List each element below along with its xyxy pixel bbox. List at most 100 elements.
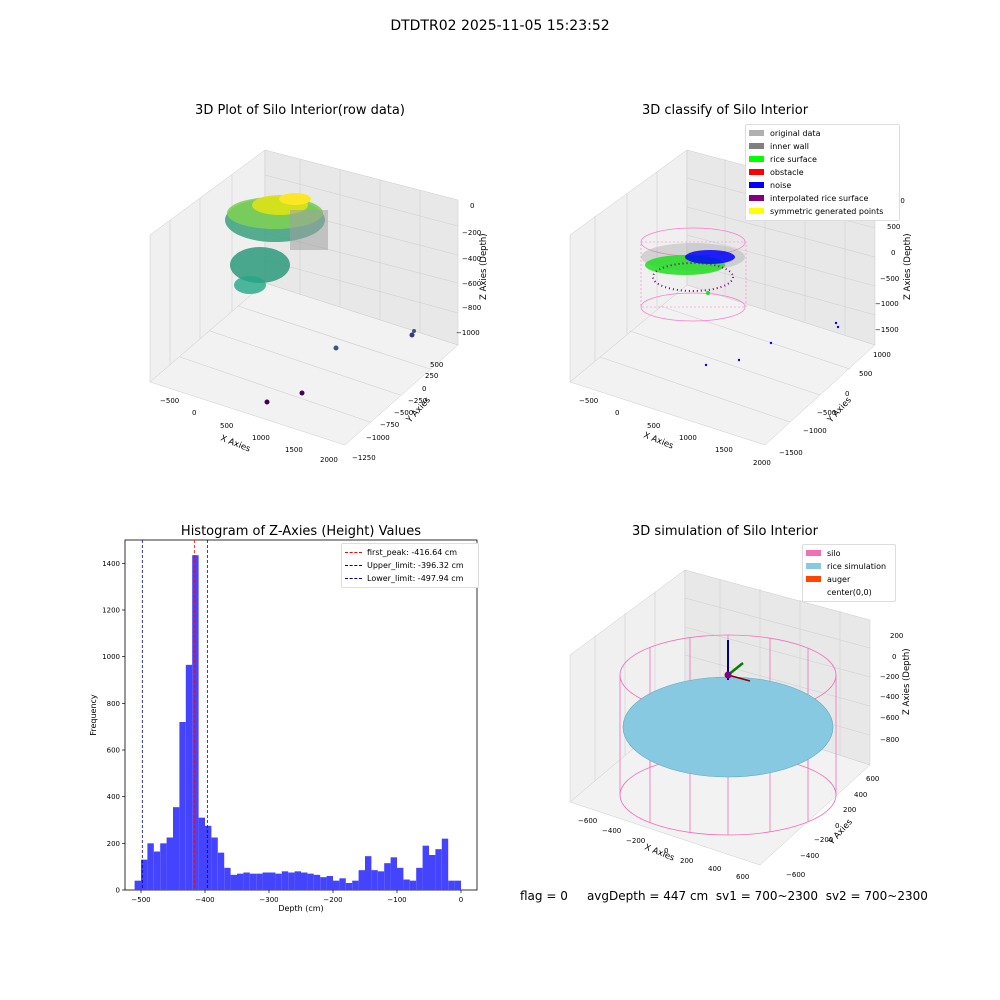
legend-swatch xyxy=(806,550,821,556)
histogram-y-tick-label: 200 xyxy=(107,840,120,848)
histogram-bar xyxy=(281,871,289,890)
legend-item-auger: auger xyxy=(806,573,892,586)
legend-label: noise xyxy=(770,181,792,190)
histogram-bar xyxy=(454,880,461,890)
histogram-bar xyxy=(320,877,327,890)
legend-line-blue xyxy=(345,578,362,579)
histogram-legend: first_peak: -416.64 cm Upper_limit: -396… xyxy=(341,543,479,588)
raw-3d-y-tick: −750 xyxy=(380,421,399,429)
histogram-bar xyxy=(141,859,148,890)
legend-label: center(0,0) xyxy=(827,588,872,597)
raw-3d-z-tick: −1000 xyxy=(456,329,480,337)
legend-item-rice-surface: rice surface xyxy=(749,153,896,166)
panel-classify-3d: 3D classify of Silo Interior xyxy=(565,95,925,475)
simulation-3d-z-tick: 0 xyxy=(892,653,896,661)
legend-label: Upper_limit: -396.32 cm xyxy=(367,561,464,570)
simulation-3d-y-tick: 400 xyxy=(854,791,867,799)
legend-label: symmetric generated points xyxy=(770,207,884,216)
histogram-y-tick-label: 0 xyxy=(116,887,120,895)
raw-3d-z-tick: −200 xyxy=(462,229,481,237)
legend-swatch xyxy=(806,589,821,595)
status-line: flag = 0 avgDepth = 447 cm sv1 = 700~230… xyxy=(520,889,928,903)
raw-3d-y-tick: −1000 xyxy=(366,434,390,442)
raw-3d-y-tick: 500 xyxy=(430,361,443,369)
simulation-3d-xlabel: X Axies xyxy=(643,843,676,864)
raw-3d-y-tick: −250 xyxy=(408,397,427,405)
legend-item-upper-limit: Upper_limit: -396.32 cm xyxy=(345,559,475,572)
raw-3d-y-tick: 0 xyxy=(422,385,426,393)
histogram-bar xyxy=(237,873,244,890)
legend-swatch xyxy=(749,143,764,149)
classify-3d-z-tick: 0 xyxy=(891,249,895,257)
legend-item-silo: silo xyxy=(806,547,892,560)
simulation-3d-x-tick: 200 xyxy=(680,857,693,865)
legend-label: rice simulation xyxy=(827,562,887,571)
legend-label: obstacle xyxy=(770,168,804,177)
classify-3d-plot: −500 0 500 1000 1500 2000 1000 500 0 −50… xyxy=(569,149,913,467)
histogram-bar xyxy=(422,845,429,890)
classify-3d-title: 3D classify of Silo Interior xyxy=(641,103,809,118)
histogram-y-tick-label: 1200 xyxy=(102,607,120,615)
raw-3d-xlabel: X Axies xyxy=(219,434,252,455)
histogram-bar xyxy=(243,872,250,890)
raw-3d-points xyxy=(225,193,416,405)
legend-label: silo xyxy=(827,549,841,558)
histogram-bar xyxy=(403,879,410,890)
histogram-bar xyxy=(147,843,154,890)
legend-swatch xyxy=(749,169,764,175)
raw-3d-z-tick: 0 xyxy=(470,202,474,210)
histogram-bar xyxy=(256,873,263,890)
raw-3d-z-tick: −400 xyxy=(462,255,481,263)
classify-3d-z-tick: −1500 xyxy=(875,326,899,334)
histogram-bar xyxy=(262,872,269,890)
legend-item-symmetric: symmetric generated points xyxy=(749,205,896,218)
histogram-bar xyxy=(301,872,308,890)
raw-3d-z-tick: −600 xyxy=(462,280,481,288)
simulation-3d-y-tick: −400 xyxy=(800,852,819,860)
raw-3d-y-tick: 250 xyxy=(425,372,438,380)
classify-3d-silo xyxy=(640,227,840,367)
classify-legend: original data inner wall rice surface ob… xyxy=(745,124,900,221)
legend-swatch xyxy=(749,156,764,162)
simulation-3d-x-tick: −400 xyxy=(602,827,621,835)
raw-3d-x-tick: 0 xyxy=(192,409,196,417)
histogram-title: Histogram of Z-Axies (Height) Values xyxy=(180,524,422,539)
histogram-bar xyxy=(429,855,436,890)
histogram-bar xyxy=(294,871,301,890)
histogram-bar xyxy=(153,851,161,890)
status-flag: flag = 0 xyxy=(520,889,568,903)
histogram-bar xyxy=(358,870,365,890)
simulation-3d-x-tick: 600 xyxy=(736,873,749,881)
histogram-bar xyxy=(416,867,423,890)
classify-3d-x-tick: 500 xyxy=(647,422,660,430)
status-sv1: sv1 = 700~2300 xyxy=(715,889,819,903)
histogram-bar xyxy=(441,838,449,890)
legend-item-noise: noise xyxy=(749,179,896,192)
classify-3d-y-tick: 500 xyxy=(859,370,872,378)
legend-line-blue xyxy=(345,565,362,566)
panel-histogram: Histogram of Z-Axies (Height) Values −50… xyxy=(80,515,500,915)
raw-3d-x-tick: 1000 xyxy=(252,434,270,442)
auger-icon xyxy=(724,640,751,682)
legend-item-interpolated: interpolated rice surface xyxy=(749,192,896,205)
legend-item-inner-wall: inner wall xyxy=(749,140,896,153)
histogram-bar xyxy=(275,873,282,890)
classify-3d-y-tick: −1000 xyxy=(803,427,827,435)
histogram-bar xyxy=(173,807,180,890)
raw-3d-x-tick: 2000 xyxy=(320,456,338,464)
status-avg-depth: avgDepth = 447 cm xyxy=(586,889,709,903)
histogram-bar xyxy=(134,880,141,890)
histogram-bar xyxy=(217,852,225,890)
status-sv2: sv2 = 700~2300 xyxy=(825,889,928,903)
legend-item-lower-limit: Lower_limit: -497.94 cm xyxy=(345,572,475,585)
histogram-bar xyxy=(339,878,346,890)
histogram-x-tick-label: −500 xyxy=(131,896,150,904)
rice-simulation-surface xyxy=(622,676,834,778)
classify-3d-z-tick: 500 xyxy=(887,223,900,231)
legend-swatch xyxy=(806,576,821,582)
histogram-bar xyxy=(185,664,193,890)
panel-raw-3d: 3D Plot of Silo Interior(row data) xyxy=(140,95,500,475)
histogram-xlabel: Depth (cm) xyxy=(278,904,323,913)
histogram-plot: −500 −400 −300 −200 −100 0 0 200 400 600 800 1000 1… xyxy=(89,539,478,913)
histogram-y-tick-label: 400 xyxy=(107,793,120,801)
